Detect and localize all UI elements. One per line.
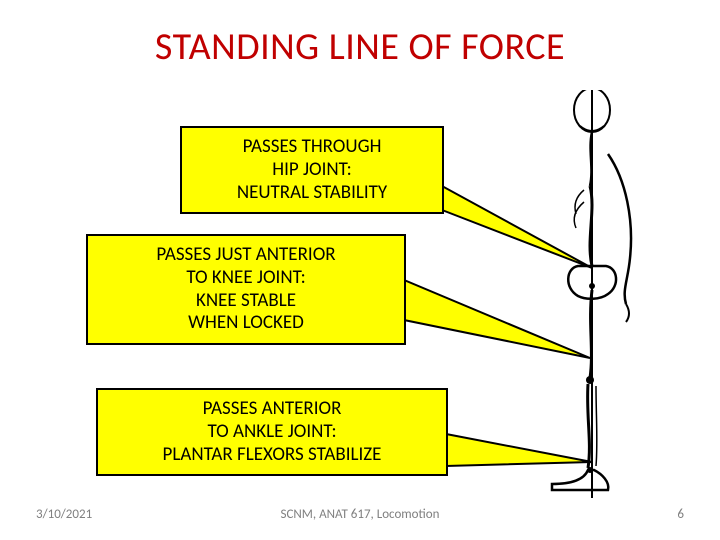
callout-line: PASSES THROUGH (194, 136, 430, 159)
callout-line: KNEE STABLE (100, 290, 392, 313)
slide: STANDING LINE OF FORCE (0, 0, 720, 540)
hip-callout: PASSES THROUGH HIP JOINT: NEUTRAL STABIL… (180, 126, 444, 214)
callout-line: HIP JOINT: (194, 159, 430, 182)
callout-line: PASSES JUST ANTERIOR (100, 244, 392, 267)
callout-line: TO ANKLE JOINT: (110, 421, 434, 444)
knee-callout: PASSES JUST ANTERIOR TO KNEE JOINT: KNEE… (86, 234, 406, 345)
slide-title: STANDING LINE OF FORCE (0, 24, 720, 70)
callout-line: PASSES ANTERIOR (110, 398, 434, 421)
callout-line: NEUTRAL STABILITY (194, 182, 430, 205)
callout-line: TO KNEE JOINT: (100, 267, 392, 290)
skeleton-figure (530, 90, 680, 498)
callout-line: WHEN LOCKED (100, 312, 392, 335)
footer-page-number: 6 (677, 507, 684, 522)
callout-line: PLANTAR FLEXORS STABILIZE (110, 444, 434, 467)
ankle-callout: PASSES ANTERIOR TO ANKLE JOINT: PLANTAR … (96, 388, 448, 476)
footer-center: SCNM, ANAT 617, Locomotion (0, 507, 720, 522)
